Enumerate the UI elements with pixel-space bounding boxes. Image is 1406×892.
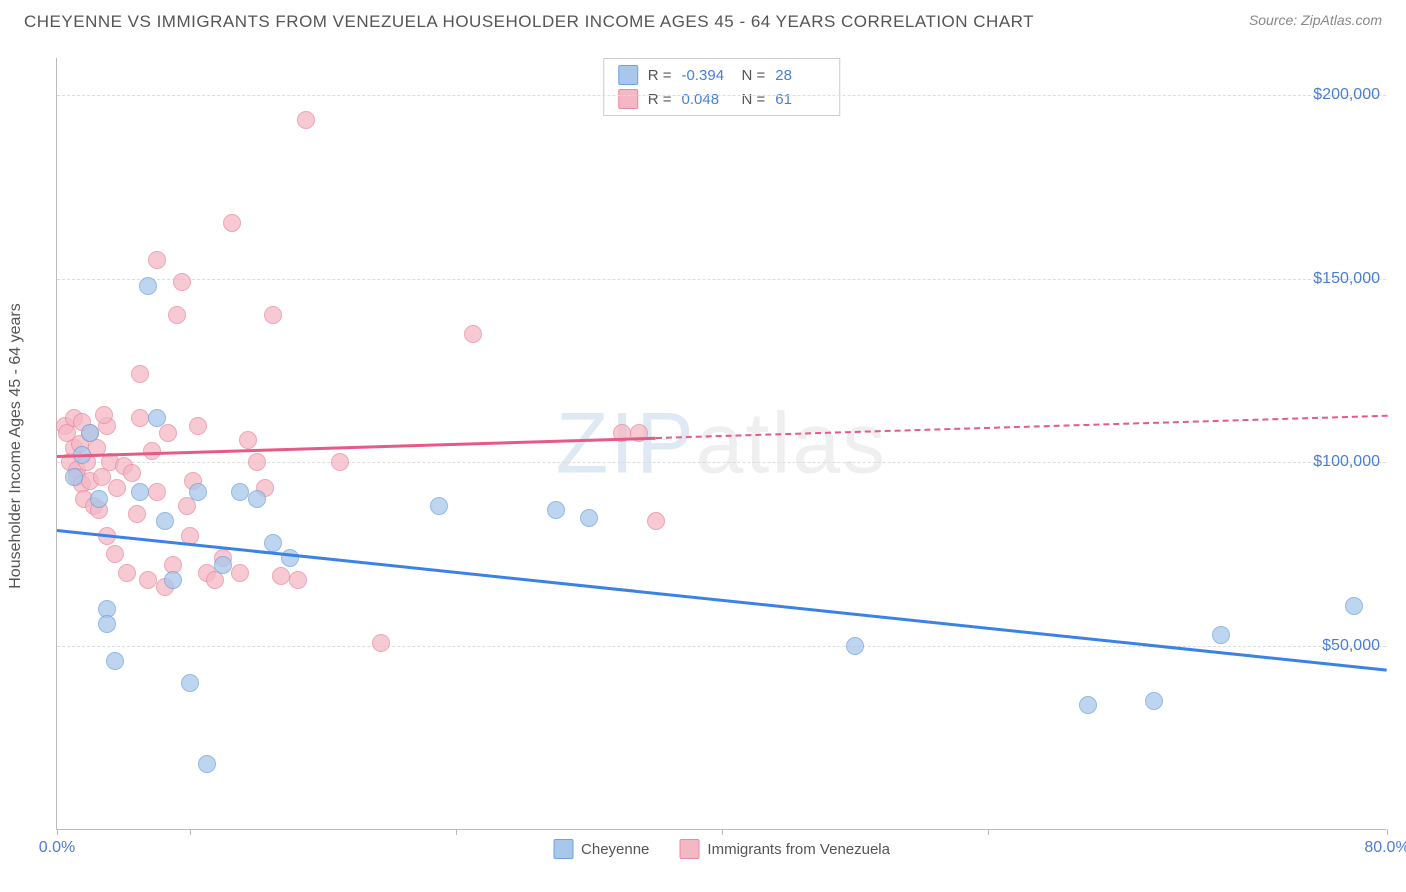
stats-legend: R = -0.394 N = 28 R = 0.048 N = 61 xyxy=(603,58,841,116)
chart-title: CHEYENNE VS IMMIGRANTS FROM VENEZUELA HO… xyxy=(24,12,1034,32)
scatter-point xyxy=(128,505,146,523)
stat-n-value: 61 xyxy=(775,91,825,108)
scatter-point xyxy=(65,468,83,486)
scatter-point xyxy=(139,571,157,589)
scatter-point xyxy=(156,512,174,530)
legend-item: Cheyenne xyxy=(553,839,649,859)
x-tick-label: 0.0% xyxy=(39,839,75,857)
stat-r-value: -0.394 xyxy=(682,67,732,84)
stats-row: R = 0.048 N = 61 xyxy=(604,87,840,111)
scatter-point xyxy=(173,273,191,291)
scatter-point xyxy=(81,424,99,442)
scatter-point xyxy=(198,755,216,773)
scatter-point xyxy=(223,214,241,232)
scatter-point xyxy=(464,325,482,343)
y-tick-label: $200,000 xyxy=(1313,86,1380,104)
scatter-point xyxy=(239,431,257,449)
scatter-point xyxy=(248,453,266,471)
scatter-point xyxy=(846,637,864,655)
gridline xyxy=(57,95,1386,96)
scatter-point xyxy=(164,571,182,589)
scatter-point xyxy=(108,479,126,497)
x-tick xyxy=(57,829,58,835)
legend-swatch xyxy=(618,89,638,109)
watermark: ZIPatlas xyxy=(556,394,887,493)
y-tick-label: $150,000 xyxy=(1313,270,1380,288)
scatter-point xyxy=(189,417,207,435)
x-tick xyxy=(190,829,191,835)
scatter-point xyxy=(106,545,124,563)
scatter-point xyxy=(289,571,307,589)
watermark-zip: ZIP xyxy=(556,395,696,491)
trend-line xyxy=(57,529,1387,671)
scatter-point xyxy=(159,424,177,442)
x-tick xyxy=(722,829,723,835)
gridline xyxy=(57,279,1386,280)
legend-label: Immigrants from Venezuela xyxy=(707,841,890,858)
y-tick-label: $100,000 xyxy=(1313,453,1380,471)
scatter-point xyxy=(272,567,290,585)
scatter-point xyxy=(547,501,565,519)
y-axis-label: Householder Income Ages 45 - 64 years xyxy=(7,303,25,589)
source-label: Source: ZipAtlas.com xyxy=(1249,12,1382,28)
scatter-point xyxy=(264,534,282,552)
trend-line xyxy=(655,415,1387,439)
scatter-point xyxy=(189,483,207,501)
legend-swatch xyxy=(553,839,573,859)
x-tick xyxy=(1387,829,1388,835)
stat-r-label: R = xyxy=(648,67,672,84)
scatter-point xyxy=(248,490,266,508)
stat-n-value: 28 xyxy=(775,67,825,84)
scatter-point xyxy=(168,306,186,324)
scatter-point xyxy=(430,497,448,515)
scatter-point xyxy=(106,652,124,670)
scatter-point xyxy=(131,409,149,427)
scatter-point xyxy=(131,365,149,383)
stats-row: R = -0.394 N = 28 xyxy=(604,63,840,87)
x-tick xyxy=(456,829,457,835)
scatter-point xyxy=(95,406,113,424)
scatter-point xyxy=(148,251,166,269)
scatter-point xyxy=(1079,696,1097,714)
scatter-point xyxy=(98,615,116,633)
bottom-legend: Cheyenne Immigrants from Venezuela xyxy=(553,839,890,859)
stat-r-label: R = xyxy=(648,91,672,108)
scatter-point xyxy=(148,483,166,501)
scatter-point xyxy=(123,464,141,482)
scatter-point xyxy=(1345,597,1363,615)
stat-n-label: N = xyxy=(742,91,766,108)
legend-swatch xyxy=(679,839,699,859)
legend-swatch xyxy=(618,65,638,85)
legend-label: Cheyenne xyxy=(581,841,649,858)
scatter-point xyxy=(1145,692,1163,710)
scatter-point xyxy=(148,409,166,427)
scatter-point xyxy=(1212,626,1230,644)
stat-n-label: N = xyxy=(742,67,766,84)
scatter-point xyxy=(118,564,136,582)
scatter-point xyxy=(131,483,149,501)
legend-item: Immigrants from Venezuela xyxy=(679,839,890,859)
watermark-atlas: atlas xyxy=(696,395,888,491)
scatter-point xyxy=(264,306,282,324)
scatter-point xyxy=(281,549,299,567)
y-tick-label: $50,000 xyxy=(1322,637,1380,655)
chart-plot-area: ZIPatlas R =-0.394N =28R =0.048N =61 Che… xyxy=(56,58,1386,830)
scatter-point xyxy=(231,564,249,582)
x-tick-label: 80.0% xyxy=(1364,839,1406,857)
scatter-point xyxy=(580,509,598,527)
scatter-point xyxy=(90,490,108,508)
scatter-point xyxy=(214,556,232,574)
scatter-point xyxy=(297,111,315,129)
scatter-point xyxy=(647,512,665,530)
scatter-point xyxy=(178,497,196,515)
scatter-point xyxy=(139,277,157,295)
scatter-point xyxy=(231,483,249,501)
scatter-point xyxy=(331,453,349,471)
x-tick xyxy=(988,829,989,835)
stat-r-value: 0.048 xyxy=(682,91,732,108)
scatter-point xyxy=(372,634,390,652)
scatter-point xyxy=(181,674,199,692)
